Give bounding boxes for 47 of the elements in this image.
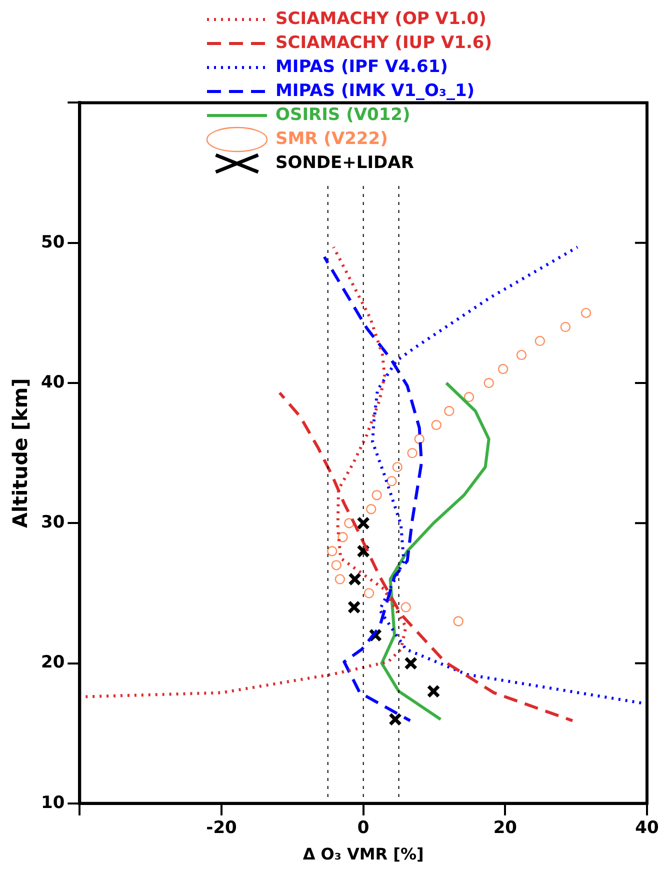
- legend-label: SCIAMACHY (IUP V1.6): [276, 32, 492, 53]
- point: [366, 504, 376, 514]
- legend-label: SCIAMACHY (OP V1.0): [276, 8, 486, 29]
- point: [444, 406, 454, 416]
- x-tick-label: 40: [635, 818, 659, 838]
- point: [498, 364, 508, 374]
- point: [534, 336, 546, 346]
- point: [580, 308, 592, 318]
- point: [414, 434, 424, 444]
- point: [338, 532, 348, 542]
- point: [560, 322, 571, 332]
- point: [347, 600, 361, 614]
- point: [516, 350, 527, 360]
- point: [431, 420, 442, 430]
- point: [334, 574, 346, 584]
- legend-label: SONDE+LIDAR: [276, 152, 414, 173]
- point: [348, 572, 362, 586]
- y-tick-label: 40: [40, 372, 65, 392]
- legend-label: MIPAS (IMK V1_O₃_1): [276, 80, 475, 101]
- point: [392, 462, 402, 472]
- point: [388, 712, 402, 726]
- legend-label: MIPAS (IPF V4.61): [276, 56, 448, 77]
- legend-label: SMR (V222): [276, 128, 388, 149]
- y-tick-label: 20: [40, 652, 65, 673]
- point: [404, 656, 418, 670]
- point: [407, 448, 418, 458]
- y-tick-label: 50: [40, 232, 65, 252]
- x-tick-label: 0: [357, 818, 370, 838]
- point: [327, 546, 338, 556]
- x-tick-label: -20: [206, 818, 238, 838]
- point: [400, 602, 411, 612]
- point: [484, 378, 494, 388]
- point: [344, 518, 354, 528]
- point: [464, 392, 474, 402]
- point: [364, 588, 374, 598]
- x-axis-title: Δ O₃ VMR [%]: [302, 844, 424, 864]
- x-tick-label: 20: [493, 818, 518, 838]
- legend-label: OSIRIS (V012): [276, 104, 410, 125]
- point: [372, 490, 382, 500]
- point: [331, 560, 342, 570]
- point: [453, 616, 464, 626]
- y-tick-label: 30: [40, 512, 65, 533]
- point: [356, 516, 370, 530]
- point: [386, 476, 397, 486]
- y-axis-title: Altitude [km]: [8, 378, 32, 528]
- point: [426, 684, 440, 698]
- y-tick-label: 10: [40, 792, 65, 813]
